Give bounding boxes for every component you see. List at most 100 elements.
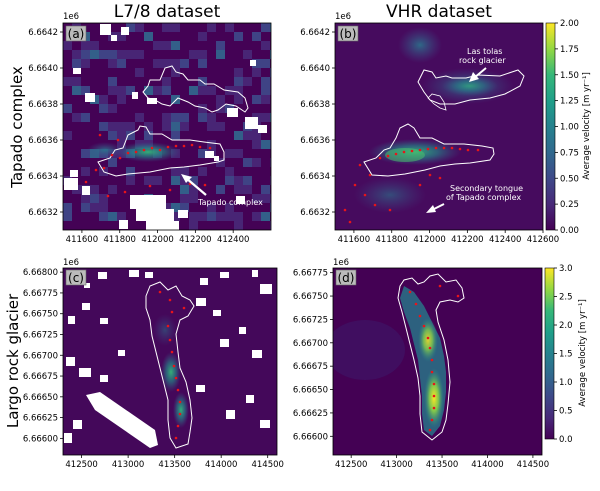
velocity-pixel: [108, 68, 117, 77]
velocity-pixel: [261, 23, 270, 32]
velocity-pixel: [135, 86, 144, 95]
velocity-pixel: [270, 194, 271, 203]
colorbar-top-bar: [545, 22, 556, 231]
velocity-pixel: [162, 185, 171, 194]
sample-point: [432, 394, 436, 398]
velocity-pixel: [90, 221, 99, 230]
velocity-pixel: [63, 167, 72, 176]
velocity-pixel: [81, 104, 90, 113]
velocity-pixel: [144, 158, 153, 167]
velocity-pixel: [126, 68, 135, 77]
velocity-pixel: [189, 149, 198, 158]
velocity-pixel: [117, 77, 126, 86]
sample-point: [438, 176, 442, 180]
panel-b-outline-lastolas: [417, 69, 525, 105]
velocity-pixel: [198, 122, 207, 131]
velocity-pixel: [270, 32, 271, 41]
velocity-pixel: [63, 68, 72, 77]
velocity-pixel: [72, 194, 81, 203]
velocity-pixel: [198, 95, 207, 104]
velocity-pixel: [144, 167, 153, 176]
panel-a-ytick-label: 6.6638: [28, 100, 58, 110]
velocity-pixel: [81, 113, 90, 122]
velocity-pixel: [234, 95, 243, 104]
velocity-pixel: [180, 50, 189, 59]
velocity-pixel: [225, 167, 234, 176]
panel-a-hotspot-secondary: [87, 142, 123, 158]
velocity-pixel: [108, 185, 117, 194]
panel-b-haze-lastolas-core: [442, 76, 498, 96]
sample-point: [456, 294, 460, 298]
sample-point: [414, 302, 418, 306]
colorbar-top-tick-label: 1.75: [560, 45, 579, 55]
velocity-pixel: [162, 176, 171, 185]
velocity-pixel: [270, 203, 271, 212]
velocity-pixel: [252, 68, 261, 77]
velocity-pixel: [198, 32, 207, 41]
panel-c-ytick-label: 6.66600: [23, 434, 58, 444]
colorbar-top-tick-label: 1.25: [560, 97, 579, 107]
velocity-pixel: [135, 77, 144, 86]
velocity-pixel: [198, 131, 207, 140]
velocity-pixel: [108, 77, 117, 86]
velocity-pixel: [252, 86, 261, 95]
column-title-l78: L7/8 dataset: [114, 2, 221, 22]
velocity-pixel: [225, 221, 234, 230]
panel-a-ytick-label: 6.6632: [28, 208, 58, 218]
velocity-pixel: [180, 167, 189, 176]
velocity-pixel: [153, 41, 162, 50]
velocity-pixel: [234, 212, 243, 221]
velocity-pixel: [144, 122, 153, 131]
velocity-pixel: [243, 77, 252, 86]
panel-b-xtick-label: 412200: [451, 235, 483, 245]
panel-b-label-box: [337, 25, 359, 42]
velocity-pixel: [117, 32, 126, 41]
panel-c-ytick-label: 6.66650: [23, 393, 58, 403]
velocity-pixel: [207, 77, 216, 86]
velocity-pixel: [171, 131, 180, 140]
velocity-pixel: [252, 221, 261, 230]
velocity-pixel: [261, 50, 270, 59]
velocity-pixel: [171, 95, 180, 104]
velocity-pixel: [234, 131, 243, 140]
velocity-pixel: [189, 113, 198, 122]
panel-b-outline-tapado: [363, 123, 495, 177]
panel-c-xtick-label: 414500: [251, 460, 283, 470]
velocity-pixel: [198, 104, 207, 113]
panel-b: (b) Las tolas rock glacier Secondary ton…: [334, 22, 544, 231]
sample-point: [358, 163, 362, 167]
velocity-pixel: [270, 41, 271, 50]
axes: 411600 411800 412000 412200 412400 6.6642 6.66…: [23, 12, 559, 470]
velocity-pixel: [189, 77, 198, 86]
velocity-pixel: [207, 68, 216, 77]
velocity-pixel: [135, 158, 144, 167]
panel-c-ytick-label: 6.66675: [23, 372, 58, 382]
velocity-pixel: [189, 59, 198, 68]
velocity-pixel: [261, 185, 270, 194]
sample-point: [450, 146, 454, 150]
velocity-pixel: [135, 32, 144, 41]
velocity-pixel: [117, 212, 126, 221]
sample-point: [408, 290, 412, 294]
velocity-pixel: [162, 23, 171, 32]
velocity-pixel: [108, 167, 117, 176]
velocity-pixel: [171, 86, 180, 95]
sample-point: [150, 146, 154, 150]
panel-c-nodata-strip: [86, 392, 158, 448]
velocity-pixel: [117, 140, 126, 149]
velocity-pixel: [225, 149, 234, 158]
velocity-pixel: [189, 104, 198, 113]
velocity-pixel: [63, 77, 72, 86]
velocity-pixel: [135, 50, 144, 59]
velocity-pixel: [162, 122, 171, 131]
velocity-pixel: [207, 50, 216, 59]
velocity-pixel: [243, 95, 252, 104]
velocity-pixel: [144, 176, 153, 185]
panel-c-nodata: [64, 270, 272, 443]
velocity-pixel: [144, 32, 153, 41]
velocity-pixel: [162, 59, 171, 68]
velocity-pixel: [126, 131, 135, 140]
panel-d-ytick-label: 6.66650: [293, 386, 328, 396]
velocity-pixel: [171, 41, 180, 50]
velocity-pixel: [252, 77, 261, 86]
